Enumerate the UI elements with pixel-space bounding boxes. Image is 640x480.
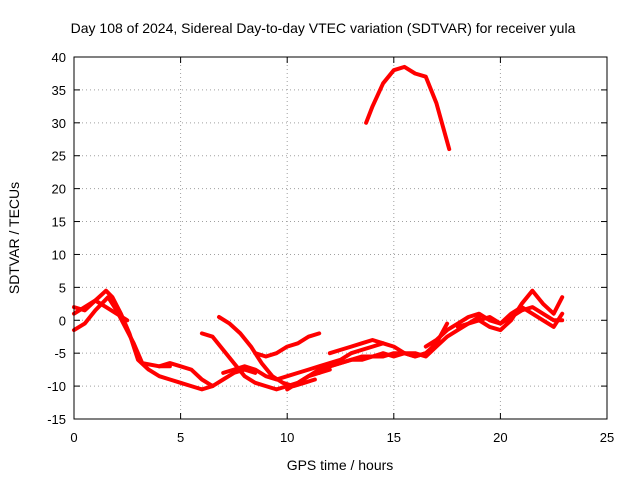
y-tick-label: -15 — [47, 412, 66, 427]
y-tick-label: 0 — [59, 313, 66, 328]
y-tick-label: 35 — [52, 83, 66, 98]
series-line-arc-11 — [327, 321, 450, 359]
y-tick-label: 25 — [52, 149, 66, 164]
x-tick-label: 10 — [280, 430, 294, 445]
x-tick-label: 0 — [70, 430, 77, 445]
plot-frame — [73, 56, 608, 420]
y-tick-label: 20 — [52, 182, 66, 197]
x-tick-label: 25 — [600, 430, 614, 445]
axis-ticks: 0 5 10 15 20 25 -15 -10 -5 0 5 10 15 20 25 30 35 40 — [47, 50, 614, 445]
y-tick-label: 40 — [52, 50, 66, 65]
series-line-arc-10 — [317, 315, 482, 375]
x-tick-label: 20 — [493, 430, 507, 445]
series-line-arc-3 — [72, 298, 130, 323]
x-tick-label: 15 — [387, 430, 401, 445]
series-line-arc-12 — [364, 64, 452, 152]
series-line-arc-14 — [455, 288, 565, 333]
y-tick-label: 10 — [52, 247, 66, 262]
y-axis-title: SDTVAR / TECUs — [6, 182, 22, 294]
data-series — [72, 64, 565, 392]
y-tick-label: 15 — [52, 215, 66, 230]
y-tick-label: 5 — [59, 280, 66, 295]
y-tick-label: 30 — [52, 116, 66, 131]
x-axis-title: GPS time / hours — [287, 457, 394, 473]
x-tick-label: 5 — [177, 430, 184, 445]
chart-title: Day 108 of 2024, Sidereal Day-to-day VTE… — [71, 20, 576, 36]
grid-lines — [74, 57, 607, 419]
y-tick-label: -10 — [47, 379, 66, 394]
series-line-arc-8 — [253, 331, 322, 359]
series-line-arc-15 — [477, 305, 565, 329]
y-tick-label: -5 — [54, 346, 66, 361]
series-line-arc-1 — [72, 288, 215, 392]
series-line-arc-7 — [221, 341, 386, 382]
